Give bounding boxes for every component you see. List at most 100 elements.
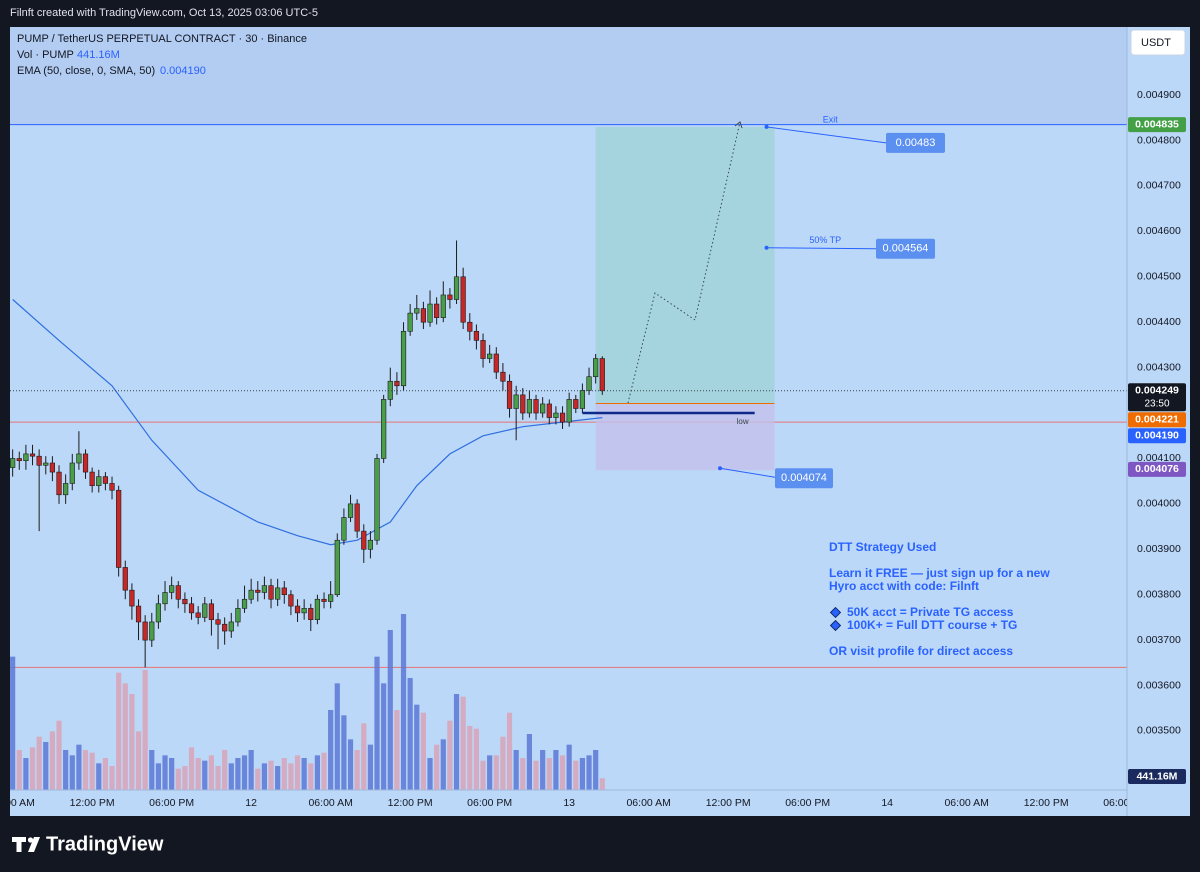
candle-body [215,619,221,625]
exit-box [886,132,945,153]
candle [559,406,566,429]
candle-body [89,471,95,487]
candle [116,485,122,577]
candle-body [328,594,334,602]
candle-body [460,276,466,323]
candle-body [69,462,75,484]
candle [294,599,301,622]
projection-path [627,121,741,404]
y-tick-label: 0.004000 [1137,498,1181,510]
note-line: Hyro acct with code: Filnft [829,579,979,593]
candle-body [599,358,605,392]
volume-bar [573,760,579,790]
candle-body [175,585,181,600]
volume-bar [400,614,407,790]
low-label: low [737,417,749,426]
candle [135,599,142,641]
stop-box [775,468,833,489]
y-tick-label: 0.003600 [1137,679,1181,691]
candle-body [586,376,592,391]
candle-body [23,453,29,462]
price-tag-label: 0.004249 [1135,385,1179,397]
candle-body [142,621,148,641]
candle-body [573,399,579,409]
x-tick-label: 06:00 AM [0,797,35,809]
x-tick-label: 12:00 PM [388,797,433,809]
volume-bar [328,710,334,790]
volume-bar [394,710,400,790]
candle [533,394,539,420]
candle [23,444,29,470]
candle [162,581,168,611]
y-tick-label: 0.004600 [1137,225,1181,237]
exit-anchor [764,124,769,129]
candle-body [480,340,486,359]
volume-bar [308,763,314,790]
candle-body [268,585,274,600]
candle-body [129,589,135,607]
candle-body [122,567,128,591]
candle [109,476,115,500]
candle [129,583,135,620]
candle [29,444,36,466]
volume-bar [169,758,175,790]
volume-bar [321,752,327,790]
candle [169,576,175,600]
x-tick-label: 12:00 PM [1024,797,1069,809]
volume-bar [69,755,75,790]
y-tick-label: 0.003900 [1137,543,1181,555]
currency-label[interactable]: USDT [1141,37,1171,49]
candle-body [43,462,49,466]
candle [367,531,374,559]
half-tp-anchor [764,245,769,250]
volume-bar [195,758,201,790]
candle [579,383,586,414]
candle-body [447,294,453,300]
volume-bar [275,766,281,790]
candle-body [361,530,367,550]
candle-body [414,308,420,314]
logo-icon [27,837,34,843]
price-tag [1128,428,1186,444]
footer-logo: TradingView [46,833,164,855]
candle [96,469,102,493]
candle-body [162,592,168,605]
candle-body [63,483,69,496]
volume-bar [215,766,221,790]
projection-arrow [734,121,743,129]
candle-body [559,412,566,423]
candle-body [593,358,599,378]
candle [82,449,89,479]
volume-bar [96,763,102,790]
x-tick-label: 06:00 AM [626,797,670,809]
candle-body [367,539,374,550]
price-tag [1128,412,1186,428]
candle [347,494,354,523]
candle-body [96,476,102,487]
header-zone [10,27,1127,125]
y-tick-label: 0.003500 [1137,725,1181,737]
volume-bar [453,694,460,790]
currency-button[interactable] [1130,29,1186,56]
volume-bar [434,744,440,790]
volume-bar [341,715,347,790]
volume-bar [467,726,473,790]
candle [526,390,533,418]
volume-bar [460,696,466,790]
volume-bar [255,768,261,790]
volume-bar [175,768,181,790]
half-tp-leader [766,247,877,250]
candle-body [526,399,533,414]
candle-body [381,399,387,459]
volume-bar [288,763,294,790]
candle [354,499,360,538]
candle-body [301,608,307,614]
volume-bar [354,750,360,790]
half-tp-value: 0.004564 [883,243,929,255]
volume-bar [374,656,380,790]
candle-body [506,380,513,409]
exit-value: 0.00483 [896,137,936,149]
candle [182,592,188,613]
candle-body [294,605,301,614]
